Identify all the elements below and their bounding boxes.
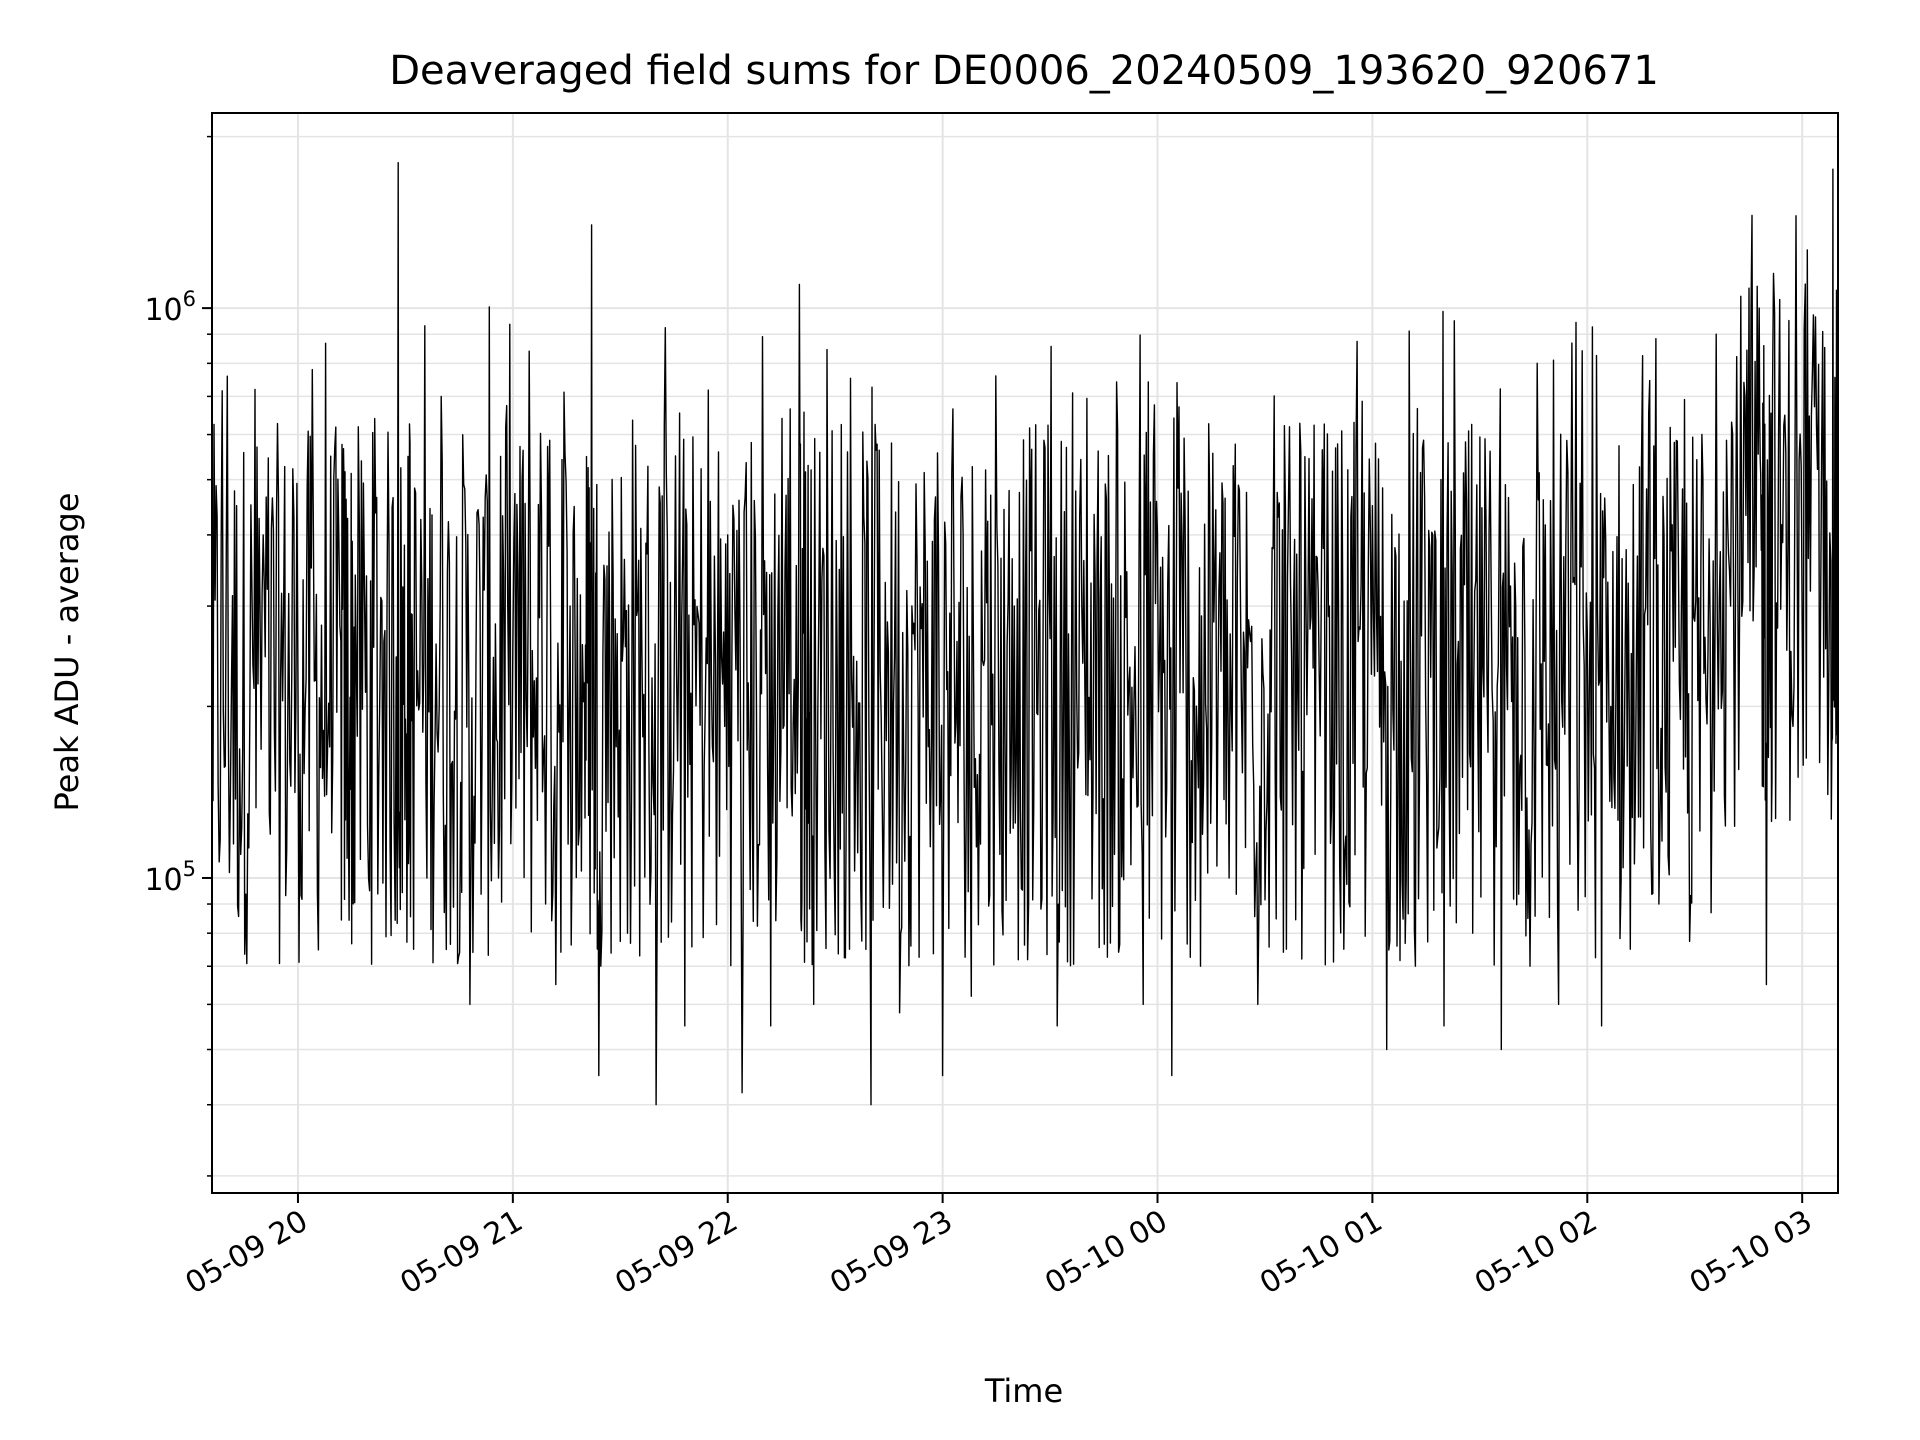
- x-tick-label: 05-09 21: [395, 1204, 529, 1302]
- x-tick-label: 05-10 03: [1684, 1204, 1818, 1302]
- series-line: [212, 162, 1838, 1106]
- y-tick-label: 105: [144, 857, 196, 898]
- plot-frame: [211, 112, 1839, 1194]
- y-axis-title: Peak ADU - average: [48, 493, 86, 812]
- tick-marks: [202, 135, 1804, 1203]
- x-tick-label: 05-09 23: [824, 1204, 958, 1302]
- x-tick-label: 05-10 00: [1039, 1204, 1173, 1302]
- x-tick-label: 05-10 01: [1254, 1204, 1388, 1302]
- y-tick-label: 106: [144, 287, 196, 328]
- series-layer: [212, 162, 1838, 1106]
- x-tick-labels: 05-09 20 05-09 21 05-09 22 05-09 23 05-10 00…: [180, 1204, 1819, 1302]
- x-tick-label: 05-09 22: [609, 1204, 743, 1302]
- y-tick-labels: 105 106: [144, 287, 196, 898]
- x-tick-label: 05-10 02: [1469, 1204, 1603, 1302]
- x-axis-title: Time: [984, 1372, 1063, 1410]
- x-tick-label: 05-09 20: [180, 1204, 314, 1302]
- chart-title: Deaveraged field sums for DE0006_2024050…: [389, 48, 1659, 94]
